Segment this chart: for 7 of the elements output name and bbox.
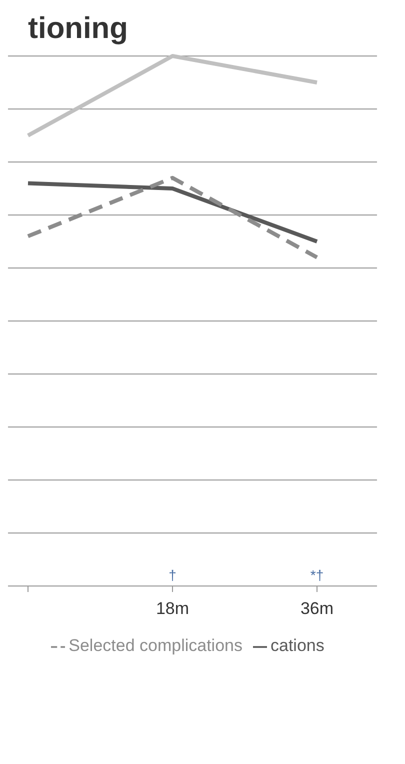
x-tick-label: 18m [156,599,190,618]
legend-label: cations [270,636,324,655]
legend-label: Selected complications [68,636,242,655]
x-tick-label: 36m [300,599,334,618]
annotation: *† [310,567,324,583]
annotation: † [168,567,176,583]
chart-title: tioning [27,11,129,46]
